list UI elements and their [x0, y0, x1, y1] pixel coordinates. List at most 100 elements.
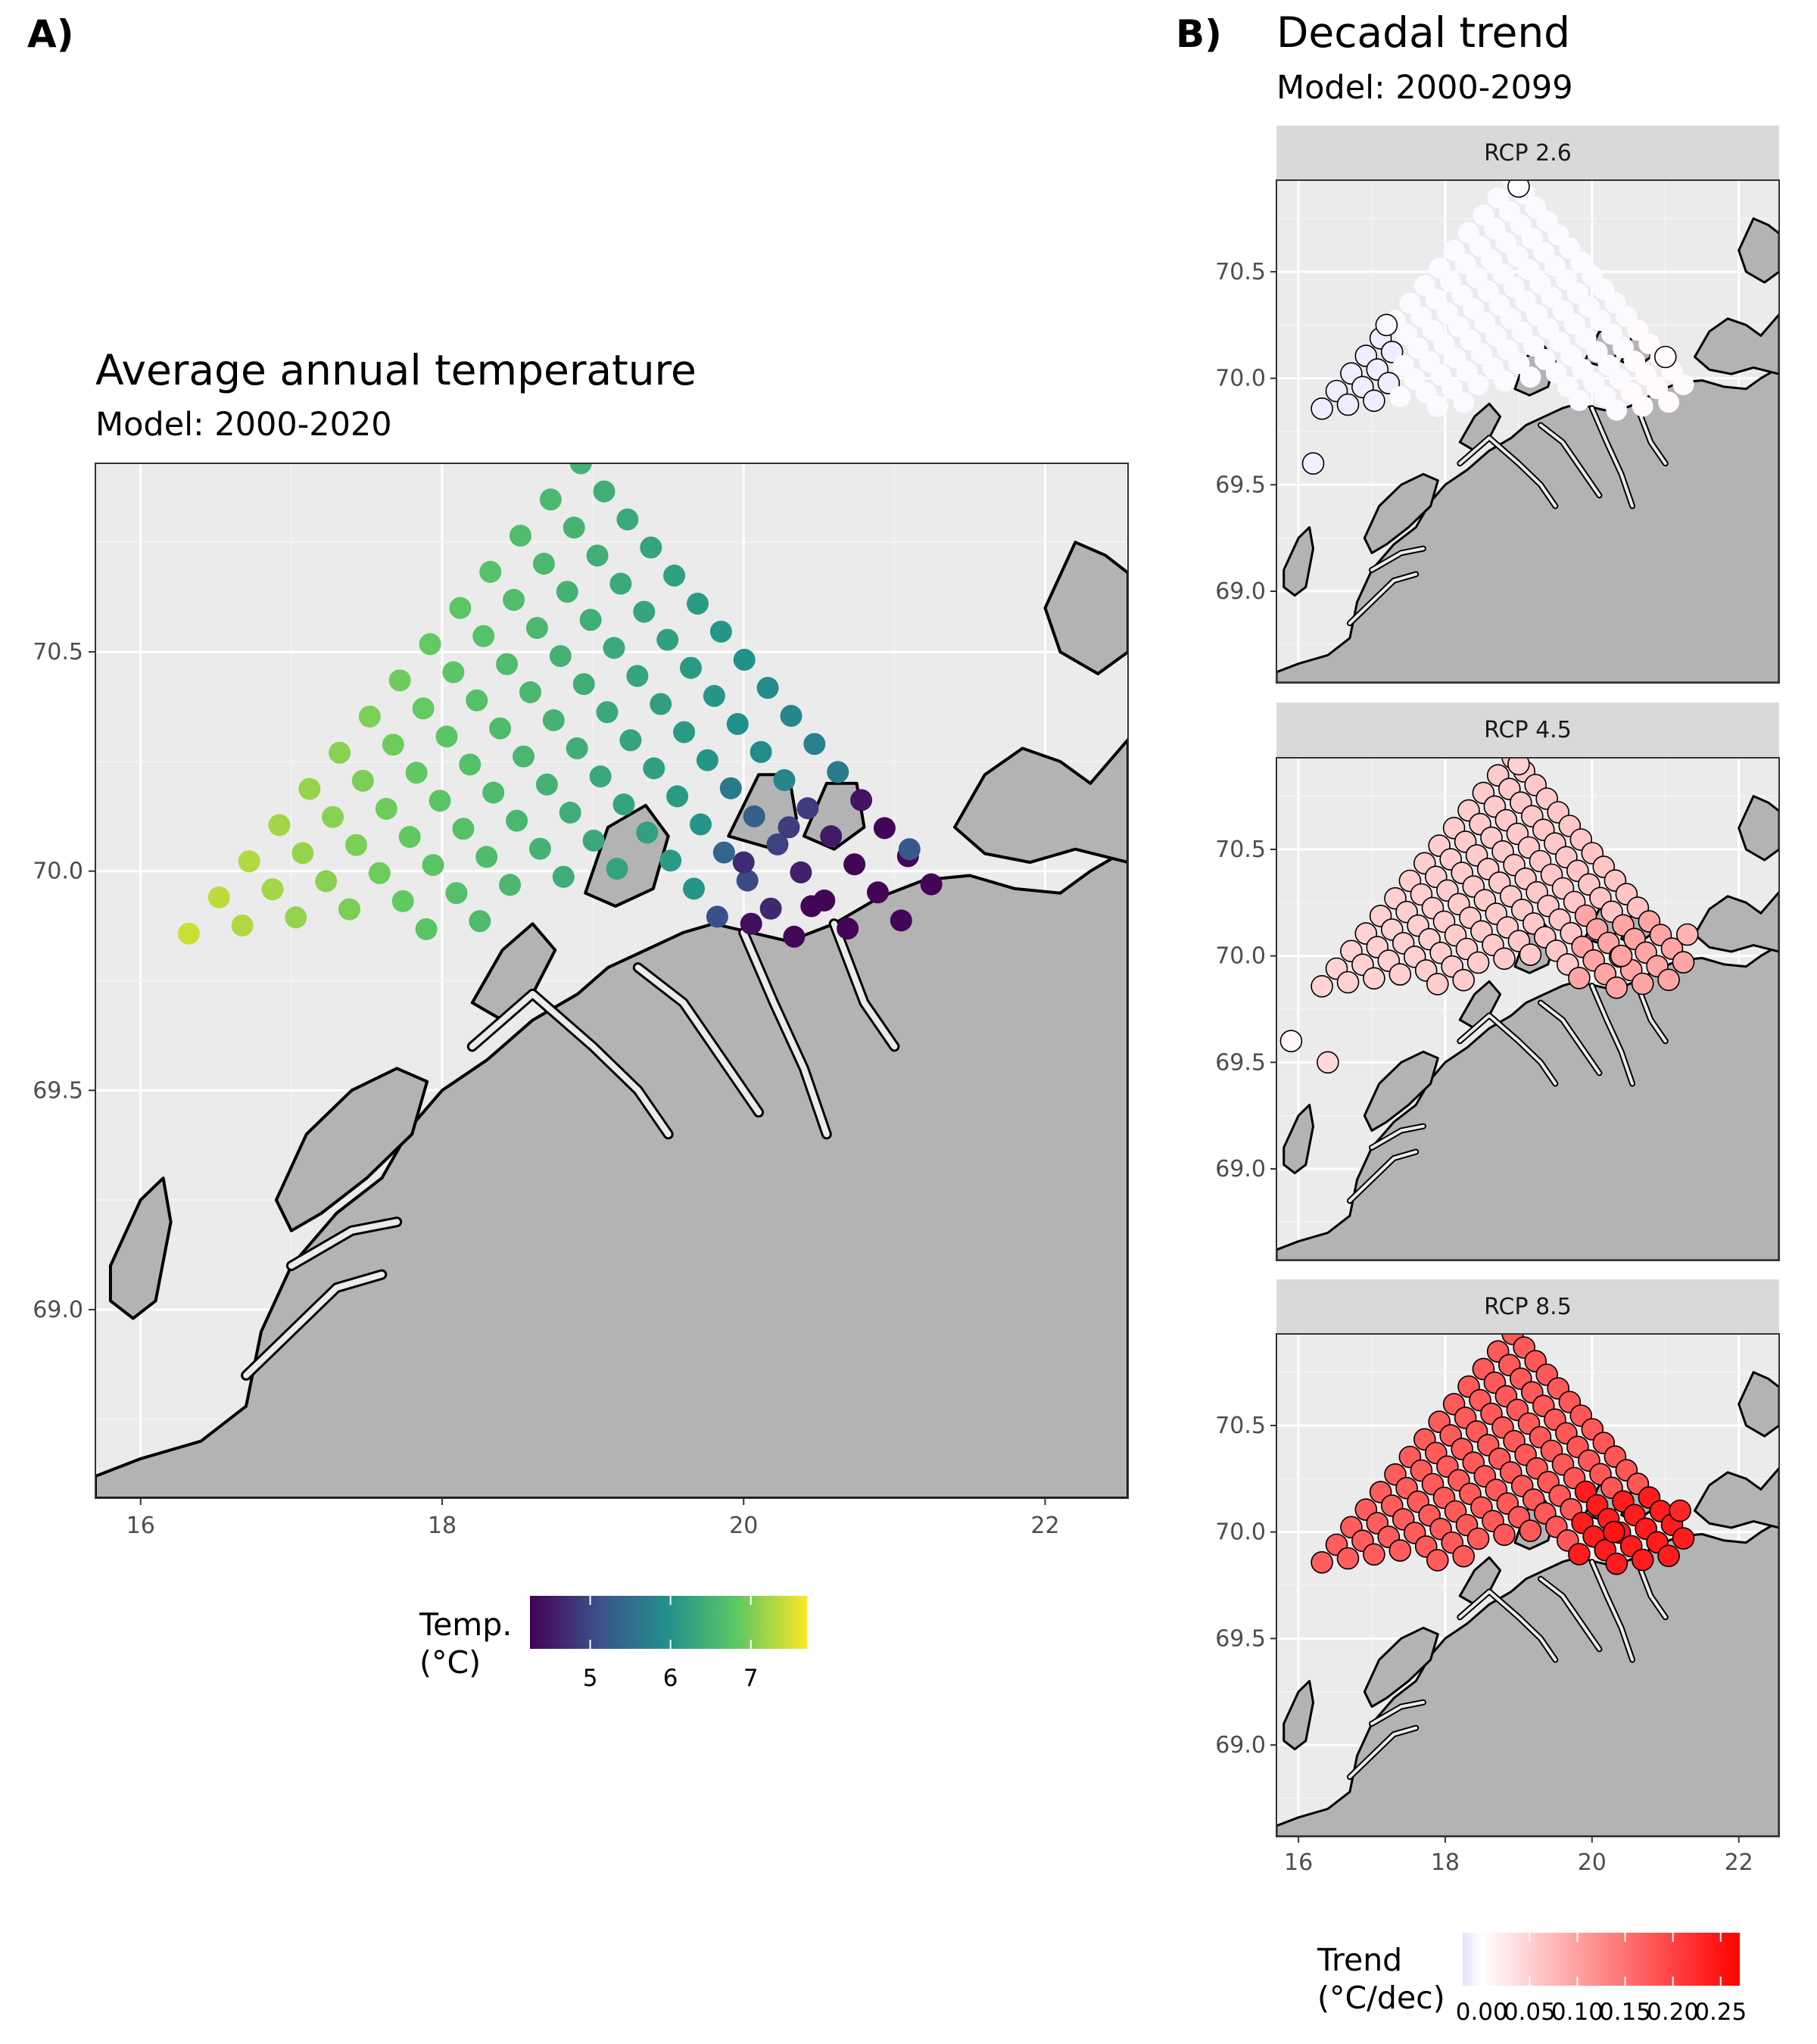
temperature-point: [291, 842, 314, 865]
temperature-point: [329, 741, 351, 764]
temperature-legend-title-line2: (°C): [419, 1644, 481, 1681]
temperature-point: [596, 701, 619, 724]
trend-point: [1654, 345, 1677, 369]
y-tick-label: 69.5: [1215, 1049, 1266, 1076]
fjord-water: [831, 921, 898, 1050]
trend-point: [1657, 1544, 1680, 1568]
temperature-point: [740, 912, 762, 935]
fjord-water: [1539, 1577, 1601, 1651]
trend-point: [1388, 1539, 1412, 1562]
panel-b-subtitle: Model: 2000-2099: [1276, 69, 1573, 107]
trend-point: [1568, 1543, 1591, 1566]
temperature-point: [579, 609, 602, 631]
temperature-point: [238, 850, 260, 873]
trend-point: [1568, 389, 1590, 411]
facet-border: [1276, 179, 1780, 684]
facet-border: [1276, 1333, 1780, 1837]
trend-point: [1568, 967, 1591, 989]
trend-point: [1279, 1030, 1303, 1052]
temperature-point: [766, 833, 789, 855]
y-tick-label: 69.0: [1215, 1156, 1266, 1182]
trend-point: [1603, 1520, 1625, 1544]
temperature-point: [656, 628, 679, 651]
land-polygon: [1282, 1680, 1314, 1751]
temperature-point: [650, 693, 672, 715]
temperature-point: [659, 849, 682, 872]
temperature-point: [475, 846, 498, 868]
trend-legend-tick: 0.00: [1456, 1999, 1508, 2026]
y-tick-label: 70.0: [1215, 366, 1266, 392]
trend-legend-tick: 0.10: [1551, 1999, 1604, 2026]
trend-legend-tick: 0.25: [1694, 1999, 1747, 2026]
trend-legend: Trend (°C/dec) 0.000.050.100.150.200.25: [1317, 1933, 1747, 2026]
temperature-point: [773, 769, 796, 791]
y-tick-label: 69.0: [1215, 578, 1266, 605]
y-tick-label: 70.5: [1215, 1413, 1266, 1439]
trend-point: [1466, 1527, 1490, 1550]
trend-point: [1672, 374, 1694, 396]
temperature-point: [519, 681, 541, 703]
temperature-point: [412, 697, 435, 720]
temperature-point: [719, 777, 742, 799]
facet-label-rcp85: RCP 8.5: [1484, 1294, 1572, 1320]
temperature-point: [499, 874, 522, 896]
fjord-water: [288, 1219, 400, 1269]
land-polygon: [1282, 1104, 1314, 1175]
panel-a-border: [95, 463, 1129, 1499]
panel-a-subtitle: Model: 2000-2020: [95, 406, 392, 444]
trend-point: [1311, 975, 1333, 998]
y-tick-label: 69.5: [1215, 1625, 1266, 1652]
temperature-point: [803, 733, 826, 756]
land-polygon: [953, 737, 1128, 865]
trend-point: [1426, 395, 1448, 417]
temperature-legend-title-line1: Temp.: [419, 1606, 512, 1643]
trend-point: [1452, 968, 1475, 992]
temperature-point: [582, 829, 605, 852]
temperature-point: [589, 765, 612, 788]
temperature-point: [673, 721, 696, 743]
land-polygon: [1043, 541, 1128, 675]
temperature-legend-tick: 5: [583, 1665, 598, 1692]
fjord-water: [1539, 1001, 1601, 1075]
trend-point: [1610, 944, 1633, 967]
trend-point: [1519, 366, 1541, 388]
temperature-point: [496, 653, 519, 675]
facet-border: [1276, 757, 1780, 1261]
trend-map-rcp26: [1276, 179, 1780, 684]
trend-point: [1453, 391, 1475, 413]
temperature-point: [452, 818, 475, 840]
trend-point: [1388, 963, 1412, 986]
temperature-map-axes: 16 18 20 22 69.0 69.5 70.0 70.5: [33, 639, 1059, 1539]
land-polygon: [1738, 1371, 1779, 1438]
temperature-point: [750, 740, 772, 763]
temperature-point: [429, 790, 451, 812]
trend-point: [1467, 374, 1489, 396]
trend-point: [1493, 947, 1516, 971]
temperature-point: [873, 817, 896, 840]
temperature-point: [506, 809, 528, 832]
temperature-point: [449, 597, 472, 619]
temperature-point: [612, 793, 635, 816]
temperature-point: [539, 488, 562, 511]
temperature-point: [375, 797, 397, 820]
trend-point: [1466, 951, 1490, 974]
fjord-water: [634, 964, 762, 1116]
fjord-water: [243, 1271, 385, 1379]
temperature-point: [572, 673, 595, 696]
fjord-water: [1348, 1150, 1418, 1203]
fjord-water: [1590, 984, 1635, 1086]
temperature-point: [422, 854, 444, 877]
temperature-point: [626, 665, 649, 687]
temperature-point: [783, 925, 806, 948]
trend-legend-tick: 0.15: [1599, 1999, 1651, 2026]
temperature-point: [542, 709, 565, 731]
trend-colorbar: [1463, 1933, 1740, 1986]
y-tick-label: 69.0: [33, 1297, 83, 1323]
temperature-point: [898, 838, 921, 861]
temperature-point: [351, 769, 374, 792]
temperature-point: [732, 851, 755, 874]
temperature-point: [207, 886, 230, 908]
fjord-water: [1370, 547, 1425, 572]
y-tick-label: 70.5: [1215, 837, 1266, 863]
